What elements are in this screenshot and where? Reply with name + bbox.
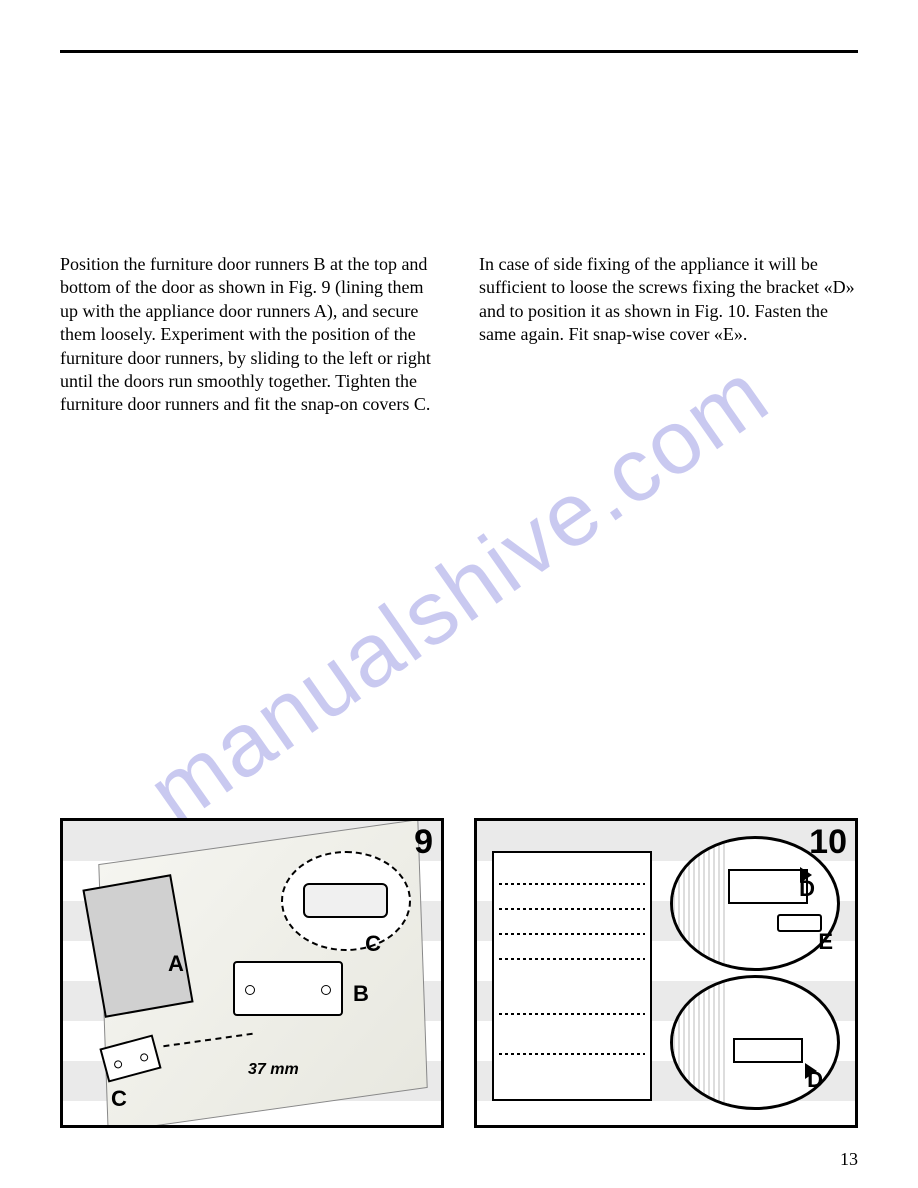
figure-9-label-c-callout: C bbox=[365, 931, 381, 957]
left-column: Position the furniture door runners B at… bbox=[60, 253, 439, 417]
figure-9-callout-circle bbox=[281, 851, 411, 951]
figure-10-label-d-top: D bbox=[799, 876, 815, 902]
figure-10-number: 10 bbox=[809, 823, 847, 862]
figure-9-runner-b bbox=[233, 961, 343, 1016]
watermark-text: manualshive.com bbox=[130, 342, 787, 845]
figure-9-dimension: 37 mm bbox=[248, 1061, 299, 1079]
text-columns: Position the furniture door runners B at… bbox=[60, 253, 858, 417]
figure-10-bracket-d-top bbox=[728, 869, 808, 904]
figure-10-shelf bbox=[499, 1013, 645, 1015]
figure-10-label-d-bottom: D bbox=[807, 1067, 823, 1093]
figure-10-appliance bbox=[492, 851, 652, 1101]
top-rule bbox=[60, 50, 858, 53]
figure-10-shelf bbox=[499, 933, 645, 935]
figure-10-cover-e bbox=[777, 914, 822, 932]
figure-9-number: 9 bbox=[414, 823, 433, 862]
figure-9-label-c-lower: C bbox=[111, 1086, 127, 1112]
right-column: In case of side fixing of the appliance … bbox=[479, 253, 858, 417]
figure-10-wood-panel bbox=[673, 978, 728, 1107]
figure-9-label-b: B bbox=[353, 981, 369, 1007]
figure-10-label-e: E bbox=[818, 929, 833, 955]
page-number: 13 bbox=[840, 1149, 858, 1170]
figure-10-bracket-d-bottom bbox=[733, 1038, 803, 1063]
figure-10-shelf bbox=[499, 883, 645, 885]
figure-10-shelf bbox=[499, 1053, 645, 1055]
figure-10: 10 D E D bbox=[474, 818, 858, 1128]
figure-9: 9 A B C C 37 mm bbox=[60, 818, 444, 1128]
figure-9-callout-cover bbox=[303, 883, 388, 918]
figure-10-shelf bbox=[499, 958, 645, 960]
figures-row: 9 A B C C 37 mm 10 D E bbox=[60, 818, 858, 1128]
figure-10-wood-panel bbox=[673, 839, 728, 968]
figure-9-label-a: A bbox=[168, 951, 184, 977]
figure-10-shelf bbox=[499, 908, 645, 910]
